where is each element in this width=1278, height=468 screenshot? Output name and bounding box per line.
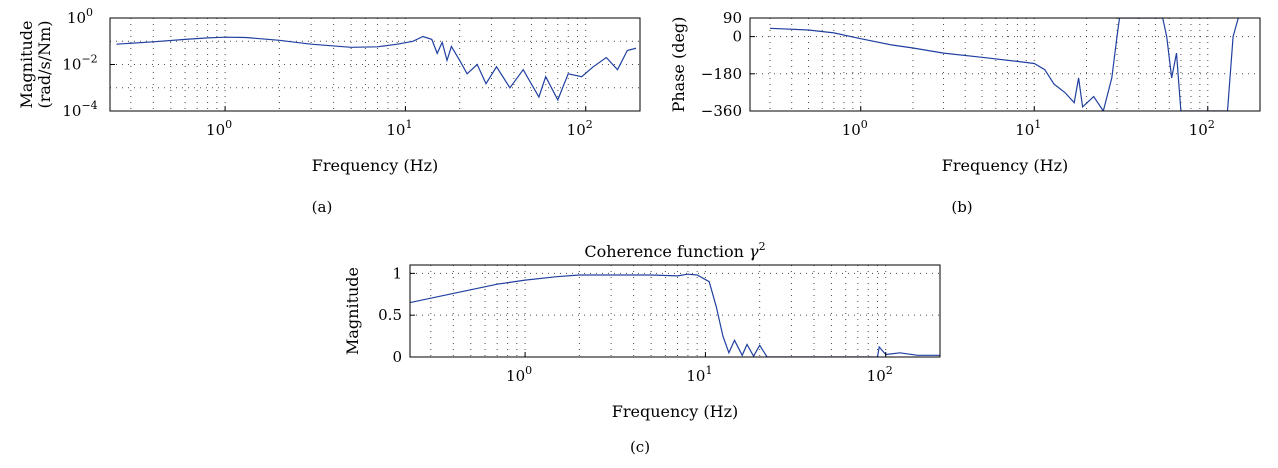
y-tick-label: −180: [701, 65, 742, 83]
data-series-line: [410, 273, 940, 357]
y-tick-label: 0: [732, 28, 742, 46]
x-axis-label: Frequency (Hz): [312, 156, 439, 175]
panel-a-magnitude-plot: 100 101 102 100 10−2 10−4 Frequency (Hz) Magnit…: [17, 6, 641, 175]
data-series-line: [769, 18, 1239, 111]
caption-b: (b): [951, 198, 972, 216]
chart-title: Coherence function γ2: [584, 240, 765, 261]
x-tick-label: 101: [686, 364, 712, 385]
x-axis-label: Frequency (Hz): [612, 402, 739, 421]
x-tick-label: 100: [842, 118, 868, 139]
y-tick-label: 100: [67, 6, 93, 27]
x-tick-label: 100: [506, 364, 532, 385]
plot-frame: [409, 264, 941, 358]
y-axis-label-units: (rad/s/Nm): [35, 20, 54, 108]
y-tick-label: 0: [392, 348, 402, 366]
y-tick-label: 1: [392, 264, 402, 282]
y-tick-label: 90: [723, 9, 742, 27]
x-tick-label: 102: [867, 364, 893, 385]
y-tick-label: 10−2: [62, 53, 97, 74]
x-tick-label: 101: [1015, 118, 1041, 139]
x-tick-label: 102: [1189, 118, 1215, 139]
caption-a: (a): [312, 198, 333, 216]
y-axis-label: Magnitude: [343, 267, 362, 355]
y-axis-label: Magnitude: [17, 20, 36, 108]
y-tick-label: 10−4: [62, 99, 97, 120]
y-tick-label: −360: [701, 102, 742, 120]
y-tick-label: 0.5: [378, 306, 402, 324]
y-axis-label: Phase (deg): [669, 17, 688, 113]
x-tick-label: 102: [567, 118, 593, 139]
plot-frame: [749, 17, 1261, 112]
panel-b-phase-plot: 100 101 102 900 −180 −360 Frequency (Hz) Phase …: [669, 9, 1261, 175]
x-axis-label: Frequency (Hz): [942, 156, 1069, 175]
panel-c-coherence-plot: 100 101 102 0 0.5 1 Frequency (Hz) Magnitude Coh…: [343, 240, 941, 421]
x-tick-label: 101: [386, 118, 412, 139]
data-series-line: [116, 35, 637, 102]
caption-c: (c): [630, 438, 650, 456]
x-tick-label: 100: [206, 118, 232, 139]
